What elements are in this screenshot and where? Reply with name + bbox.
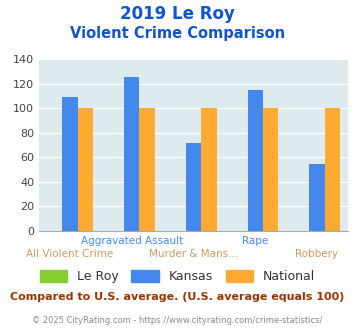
Bar — [309, 164, 325, 231]
Bar — [186, 143, 201, 231]
Bar — [247, 90, 263, 231]
Bar — [124, 77, 140, 231]
Text: Aggravated Assault: Aggravated Assault — [81, 236, 183, 246]
Text: © 2025 CityRating.com - https://www.cityrating.com/crime-statistics/: © 2025 CityRating.com - https://www.city… — [32, 316, 323, 325]
Text: Violent Crime Comparison: Violent Crime Comparison — [70, 26, 285, 41]
Text: Robbery: Robbery — [295, 249, 339, 259]
Text: 2019 Le Roy: 2019 Le Roy — [120, 5, 235, 23]
Bar — [325, 109, 340, 231]
Text: All Violent Crime: All Violent Crime — [26, 249, 114, 259]
Legend: Le Roy, Kansas, National: Le Roy, Kansas, National — [35, 265, 320, 288]
Bar — [263, 109, 278, 231]
Bar — [62, 97, 78, 231]
Text: Compared to U.S. average. (U.S. average equals 100): Compared to U.S. average. (U.S. average … — [10, 292, 345, 302]
Bar — [201, 109, 217, 231]
Text: Murder & Mans...: Murder & Mans... — [149, 249, 238, 259]
Bar — [78, 109, 93, 231]
Text: Rape: Rape — [242, 236, 268, 246]
Bar — [140, 109, 155, 231]
